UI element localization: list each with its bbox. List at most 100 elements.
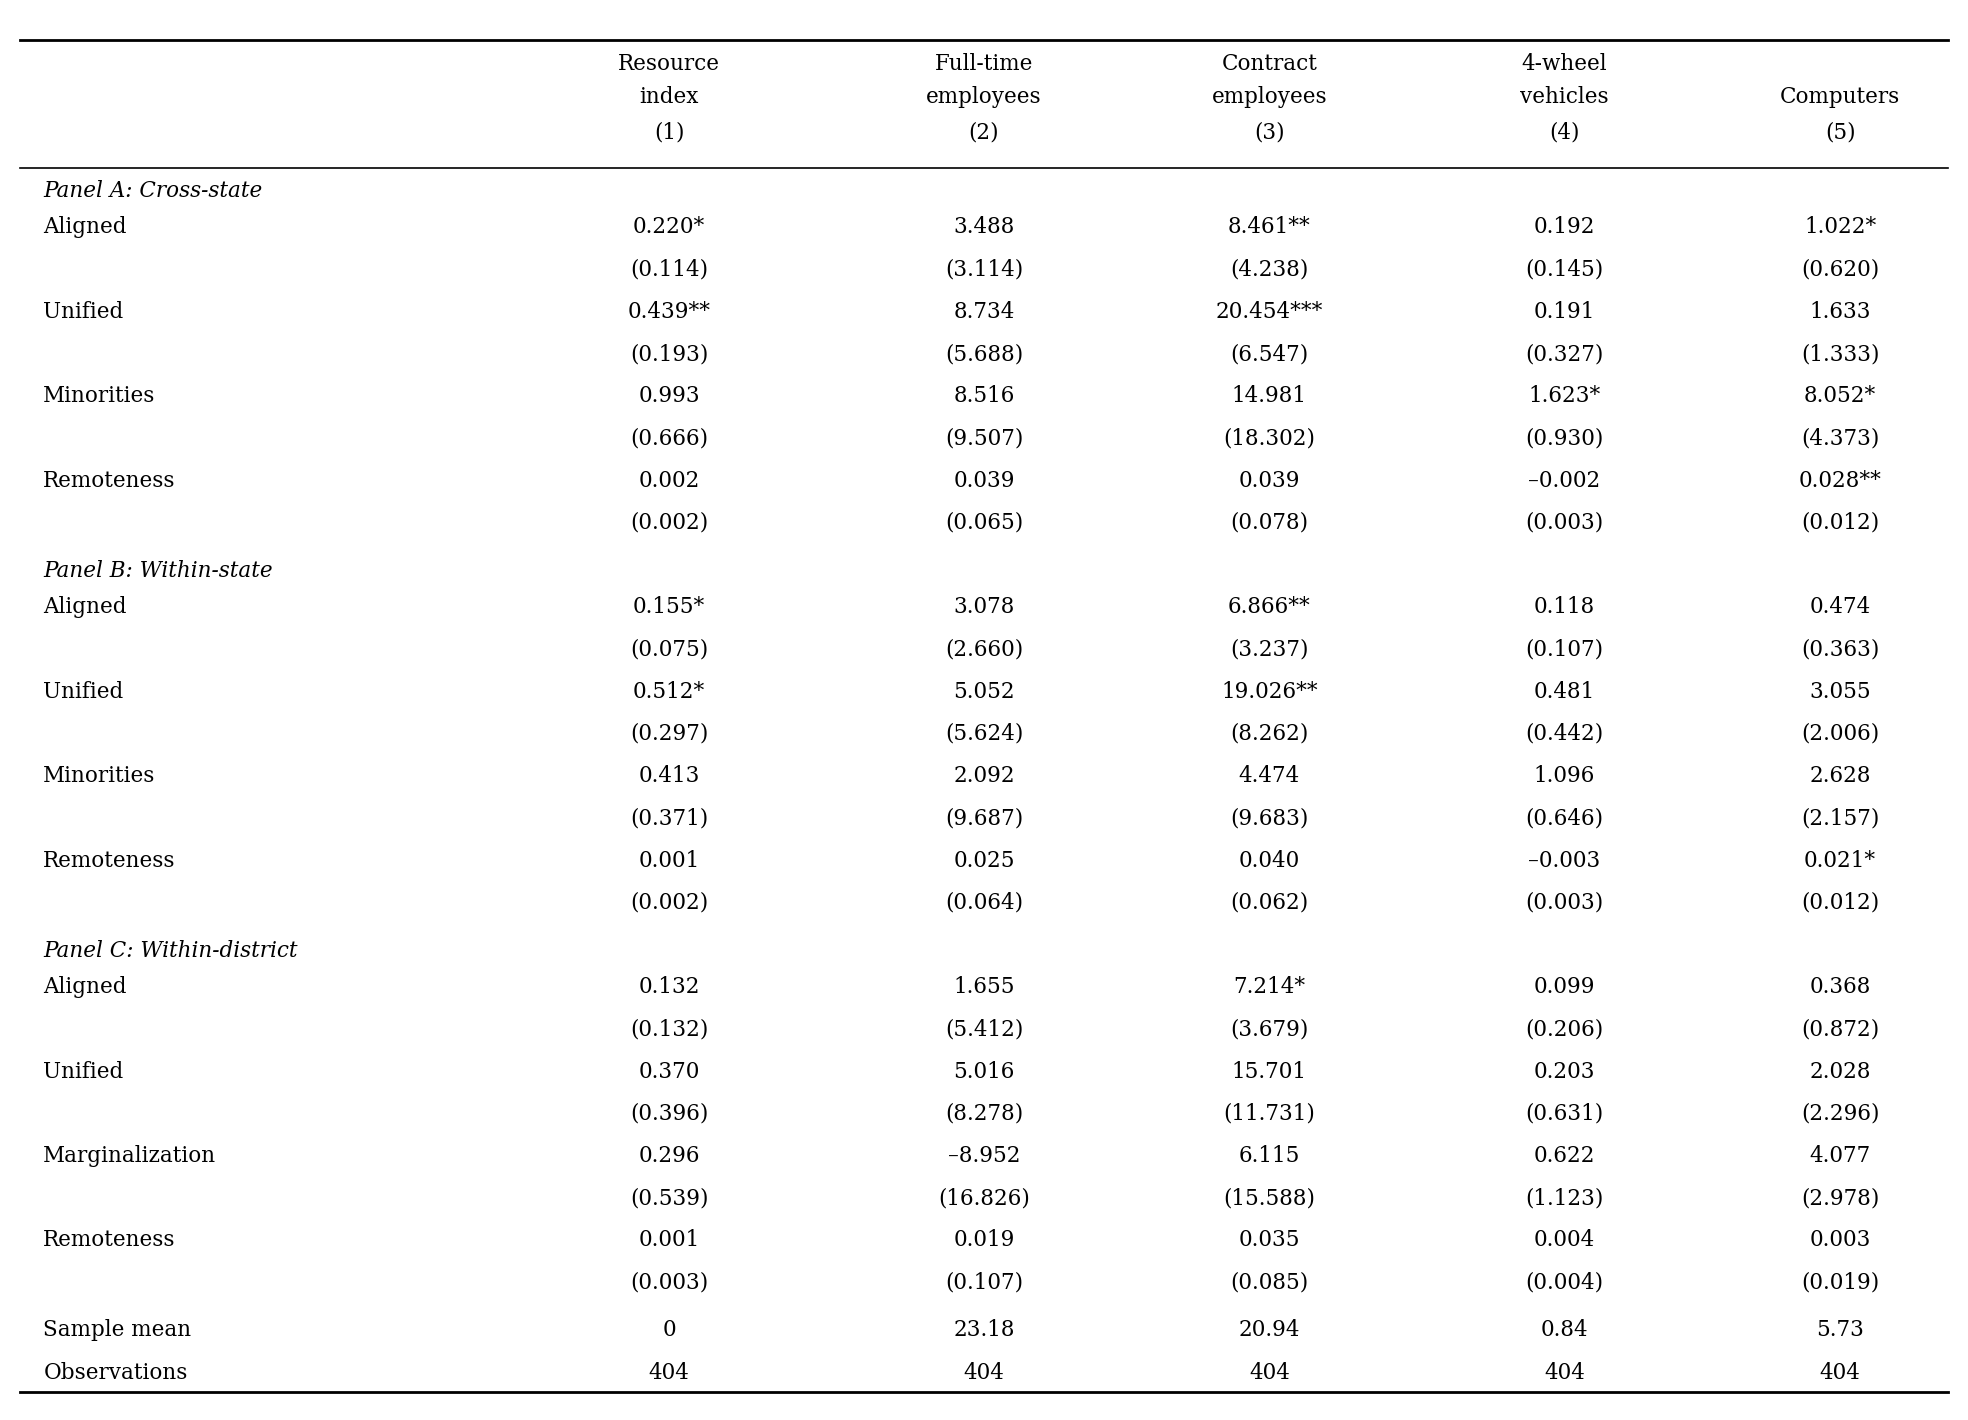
Text: 404: 404 [1820,1362,1860,1383]
Text: (0.145): (0.145) [1525,258,1604,281]
Text: 0: 0 [663,1319,675,1342]
Text: Contract: Contract [1222,53,1317,75]
Text: (3): (3) [1254,121,1285,143]
Text: (1.123): (1.123) [1525,1187,1604,1210]
Text: (0.371): (0.371) [630,808,708,829]
Text: 0.192: 0.192 [1533,216,1596,239]
Text: 1.623*: 1.623* [1529,385,1600,408]
Text: 404: 404 [964,1362,1004,1383]
Text: 404: 404 [1545,1362,1584,1383]
Text: (15.588): (15.588) [1224,1187,1315,1210]
Text: 0.099: 0.099 [1533,976,1596,998]
Text: 4-wheel: 4-wheel [1521,53,1608,75]
Text: 0.019: 0.019 [953,1230,1015,1251]
Text: (0.062): (0.062) [1230,892,1309,914]
Text: 0.039: 0.039 [1238,470,1301,491]
Text: 0.002: 0.002 [638,470,701,491]
Text: 1.655: 1.655 [953,976,1015,998]
Text: 0.035: 0.035 [1238,1230,1301,1251]
Text: 3.055: 3.055 [1809,680,1872,703]
Text: 6.115: 6.115 [1238,1145,1301,1167]
Text: (0.872): (0.872) [1801,1018,1879,1041]
Text: –8.952: –8.952 [949,1145,1019,1167]
Text: 14.981: 14.981 [1232,385,1307,408]
Text: (1.333): (1.333) [1801,344,1879,365]
Text: 2.028: 2.028 [1809,1061,1872,1082]
Text: –0.002: –0.002 [1529,470,1600,491]
Text: (0.004): (0.004) [1525,1272,1604,1294]
Text: Aligned: Aligned [43,976,126,998]
Text: (0.003): (0.003) [630,1272,708,1294]
Text: Panel C: Within-district: Panel C: Within-district [43,940,297,961]
Text: Panel B: Within-state: Panel B: Within-state [43,559,274,582]
Text: (0.019): (0.019) [1801,1272,1879,1294]
Text: 5.052: 5.052 [953,680,1015,703]
Text: (0.327): (0.327) [1525,344,1604,365]
Text: (0.065): (0.065) [945,513,1023,534]
Text: (0.012): (0.012) [1801,892,1879,914]
Text: Panel A: Cross-state: Panel A: Cross-state [43,180,262,202]
Text: 0.132: 0.132 [638,976,701,998]
Text: (0.003): (0.003) [1525,513,1604,534]
Text: 404: 404 [649,1362,689,1383]
Text: Unified: Unified [43,301,124,322]
Text: 23.18: 23.18 [953,1319,1015,1342]
Text: (9.507): (9.507) [945,427,1023,450]
Text: 0.004: 0.004 [1533,1230,1596,1251]
Text: (0.012): (0.012) [1801,513,1879,534]
Text: 6.866**: 6.866** [1228,596,1311,618]
Text: 0.001: 0.001 [638,849,701,872]
Text: vehicles: vehicles [1519,85,1610,108]
Text: (0.666): (0.666) [630,427,708,450]
Text: 0.370: 0.370 [638,1061,701,1082]
Text: 8.516: 8.516 [953,385,1015,408]
Text: 0.439**: 0.439** [628,301,710,322]
Text: (2.296): (2.296) [1801,1103,1879,1125]
Text: employees: employees [1212,85,1326,108]
Text: Remoteness: Remoteness [43,470,175,491]
Text: 0.118: 0.118 [1533,596,1596,618]
Text: Remoteness: Remoteness [43,1230,175,1251]
Text: 0.220*: 0.220* [634,216,705,239]
Text: (5): (5) [1824,121,1856,143]
Text: –0.003: –0.003 [1529,849,1600,872]
Text: (0.539): (0.539) [630,1187,708,1210]
Text: (3.237): (3.237) [1230,639,1309,660]
Text: 0.481: 0.481 [1533,680,1596,703]
Text: (5.688): (5.688) [945,344,1023,365]
Text: (0.114): (0.114) [630,258,708,281]
Text: 5.016: 5.016 [953,1061,1015,1082]
Text: (2): (2) [968,121,1000,143]
Text: (0.078): (0.078) [1230,513,1309,534]
Text: (5.624): (5.624) [945,723,1023,746]
Text: 0.368: 0.368 [1809,976,1872,998]
Text: (0.620): (0.620) [1801,258,1879,281]
Text: (0.075): (0.075) [630,639,708,660]
Text: (0.002): (0.002) [630,513,708,534]
Text: 0.84: 0.84 [1541,1319,1588,1342]
Text: 0.003: 0.003 [1809,1230,1872,1251]
Text: Unified: Unified [43,1061,124,1082]
Text: 0.512*: 0.512* [634,680,705,703]
Text: 1.022*: 1.022* [1805,216,1876,239]
Text: (0.631): (0.631) [1525,1103,1604,1125]
Text: (1): (1) [653,121,685,143]
Text: 3.078: 3.078 [953,596,1015,618]
Text: Aligned: Aligned [43,596,126,618]
Text: (9.683): (9.683) [1230,808,1309,829]
Text: Remoteness: Remoteness [43,849,175,872]
Text: Full-time: Full-time [935,53,1033,75]
Text: Aligned: Aligned [43,216,126,239]
Text: Sample mean: Sample mean [43,1319,191,1342]
Text: (4): (4) [1549,121,1580,143]
Text: 1.633: 1.633 [1809,301,1872,322]
Text: (0.002): (0.002) [630,892,708,914]
Text: (0.442): (0.442) [1525,723,1604,746]
Text: 2.628: 2.628 [1809,765,1872,787]
Text: Minorities: Minorities [43,765,155,787]
Text: (18.302): (18.302) [1224,427,1315,450]
Text: 20.454***: 20.454*** [1216,301,1322,322]
Text: Computers: Computers [1779,85,1901,108]
Text: (0.206): (0.206) [1525,1018,1604,1041]
Text: (0.085): (0.085) [1230,1272,1309,1294]
